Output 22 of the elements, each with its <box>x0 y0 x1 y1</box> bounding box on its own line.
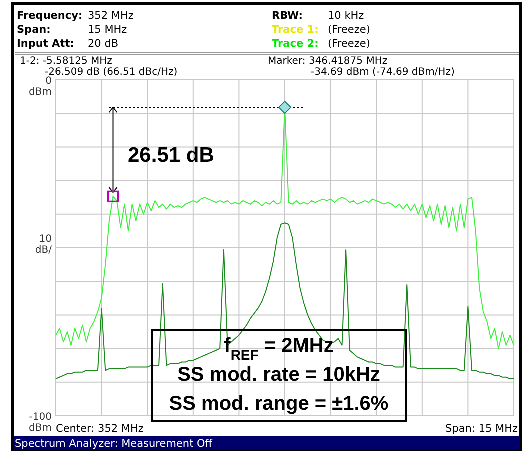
text: -34.69 dBm (-74.69 dBm/Hz) <box>311 67 455 78</box>
text: Span: 15 MHz <box>17 24 128 36</box>
annotation: SS mod. range = ±1.6% <box>169 393 389 415</box>
text: Trace 2: (Freeze) <box>272 38 370 50</box>
text: Frequency: 352 MHz <box>17 10 134 22</box>
text: dBm <box>29 87 52 98</box>
text: RBW: 10 kHz <box>272 10 364 22</box>
text: -26.509 dB (66.51 dBc/Hz) <box>45 67 178 78</box>
text: Input Att: 20 dB <box>17 38 119 50</box>
annotation: 26.51 dB <box>128 144 214 167</box>
line-series <box>56 222 514 380</box>
text: Trace 1: (Freeze) <box>272 24 370 36</box>
y-axis-title: 10 dB/ <box>35 234 53 256</box>
text: Span: 15 MHz <box>446 423 518 435</box>
text: Marker: 346.41875 MHz <box>268 56 388 67</box>
y-tick-label: -100 <box>29 412 52 423</box>
text: Center: 352 MHz <box>56 423 144 435</box>
annotation: SS mod. rate = 10kHz <box>178 364 380 386</box>
text: dBm <box>29 423 52 434</box>
text: Spectrum Analyzer: Measurement Off <box>15 438 214 450</box>
text: 1-2: -5.58125 MHz <box>20 56 112 67</box>
y-tick-label: 0 <box>46 76 52 87</box>
